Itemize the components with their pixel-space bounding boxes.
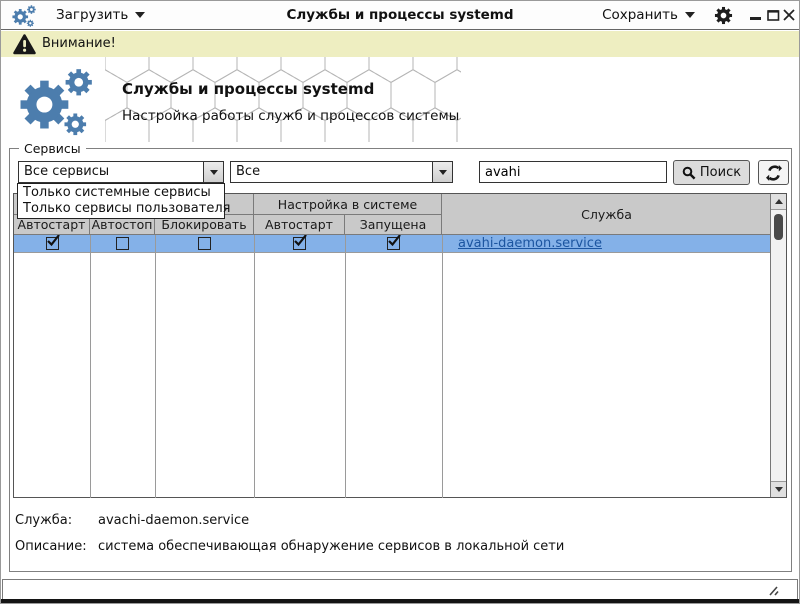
chevron-down-icon	[209, 169, 218, 175]
warning-banner: Внимание!	[1, 31, 799, 57]
arrow-up-icon	[774, 199, 783, 204]
service-state-select[interactable]: Все	[230, 161, 453, 183]
search-input[interactable]	[479, 161, 667, 183]
services-groupbox-label: Сервисы	[19, 141, 86, 156]
column-header-sys-autostart: Автостарт	[254, 215, 345, 235]
autostart-checkbox[interactable]	[45, 234, 60, 250]
window-bottom-edge	[1, 599, 799, 603]
row-divider	[14, 252, 771, 253]
column-header-autostart: Автостарт	[14, 215, 90, 235]
resize-grip[interactable]	[765, 584, 779, 596]
banner-title: Службы и процессы systemd	[122, 80, 375, 98]
app-gears-icon-large	[16, 66, 102, 138]
scrollbar-thumb[interactable]	[774, 214, 783, 240]
check-icon	[46, 234, 60, 247]
column-header-running: Запущена	[345, 215, 442, 235]
title-bar[interactable]: Загрузить Службы и процессы systemd Сохр…	[1, 1, 799, 30]
status-bar	[2, 579, 798, 600]
refresh-icon	[765, 164, 782, 181]
chevron-down-icon	[135, 12, 146, 18]
load-menu-button[interactable]: Загрузить	[56, 1, 146, 30]
app-gears-icon	[11, 4, 39, 28]
cell-autostop	[90, 235, 155, 252]
banner-subtitle: Настройка работы служб и процессов систе…	[122, 108, 460, 124]
service-state-value: Все	[236, 164, 261, 179]
combo-arrow-button[interactable]	[432, 162, 452, 182]
page-header: Службы и процессы systemd Настройка рабо…	[1, 57, 799, 142]
close-button[interactable]	[783, 9, 795, 21]
column-divider	[345, 235, 346, 498]
dropdown-item-user-services[interactable]: Только сервисы пользователя	[23, 201, 231, 216]
column-header-service: Служба	[442, 194, 771, 235]
column-divider	[254, 235, 255, 498]
check-icon	[388, 234, 401, 247]
magnifier-icon	[682, 166, 696, 179]
service-scope-dropdown: Только системные сервисы Только сервисы …	[17, 183, 231, 219]
description-value: система обеспечивающая обнаружение серви…	[98, 539, 565, 554]
services-table: Настройка в системе Служба Автостарт Авт…	[13, 193, 787, 498]
scroll-down-button[interactable]	[771, 481, 786, 497]
column-divider	[155, 235, 156, 498]
vertical-scrollbar[interactable]	[770, 194, 786, 497]
chevron-down-icon	[685, 12, 695, 18]
refresh-button[interactable]	[758, 160, 789, 185]
cell-running	[345, 234, 442, 252]
cell-sys-autostart	[254, 234, 345, 252]
scroll-up-button[interactable]	[771, 194, 786, 210]
hexagon-pattern	[105, 57, 461, 142]
service-detail-label: Служба:	[15, 513, 73, 528]
warning-triangle-icon	[13, 34, 36, 55]
chevron-down-icon	[438, 169, 447, 175]
dropdown-item-system-services[interactable]: Только системные сервисы	[23, 185, 211, 200]
minimize-button[interactable]	[750, 17, 761, 20]
cell-block	[155, 235, 254, 252]
check-icon	[294, 234, 307, 247]
save-menu-button[interactable]: Сохранить	[602, 1, 695, 30]
services-groupbox	[9, 148, 792, 572]
column-header-block: Блокировать	[155, 215, 254, 235]
autostop-checkbox[interactable]	[116, 237, 129, 250]
search-button-label: Поиск	[699, 165, 742, 180]
arrow-down-icon	[774, 487, 783, 492]
column-divider	[90, 235, 91, 498]
sys-autostart-checkbox[interactable]	[293, 234, 307, 250]
column-divider	[442, 235, 443, 498]
description-label: Описание:	[15, 539, 87, 554]
block-checkbox[interactable]	[198, 237, 211, 250]
service-scope-value: Все сервисы	[24, 164, 110, 179]
search-button[interactable]: Поиск	[673, 160, 750, 185]
save-menu-label: Сохранить	[602, 7, 678, 23]
combo-arrow-button[interactable]	[203, 162, 223, 182]
service-scope-select[interactable]: Все сервисы	[18, 161, 224, 183]
service-name-link[interactable]: avahi-daemon.service	[458, 236, 602, 251]
service-detail-value: avachi-daemon.service	[98, 513, 250, 528]
column-header-autostop: Автостоп	[90, 215, 155, 235]
warning-text: Внимание!	[42, 36, 116, 51]
maximize-button[interactable]	[767, 9, 780, 21]
group-header-system: Настройка в системе	[254, 194, 442, 215]
cell-autostart	[14, 234, 90, 252]
load-menu-label: Загрузить	[56, 7, 129, 23]
running-checkbox[interactable]	[387, 234, 401, 250]
settings-gear-icon[interactable]	[714, 6, 733, 25]
